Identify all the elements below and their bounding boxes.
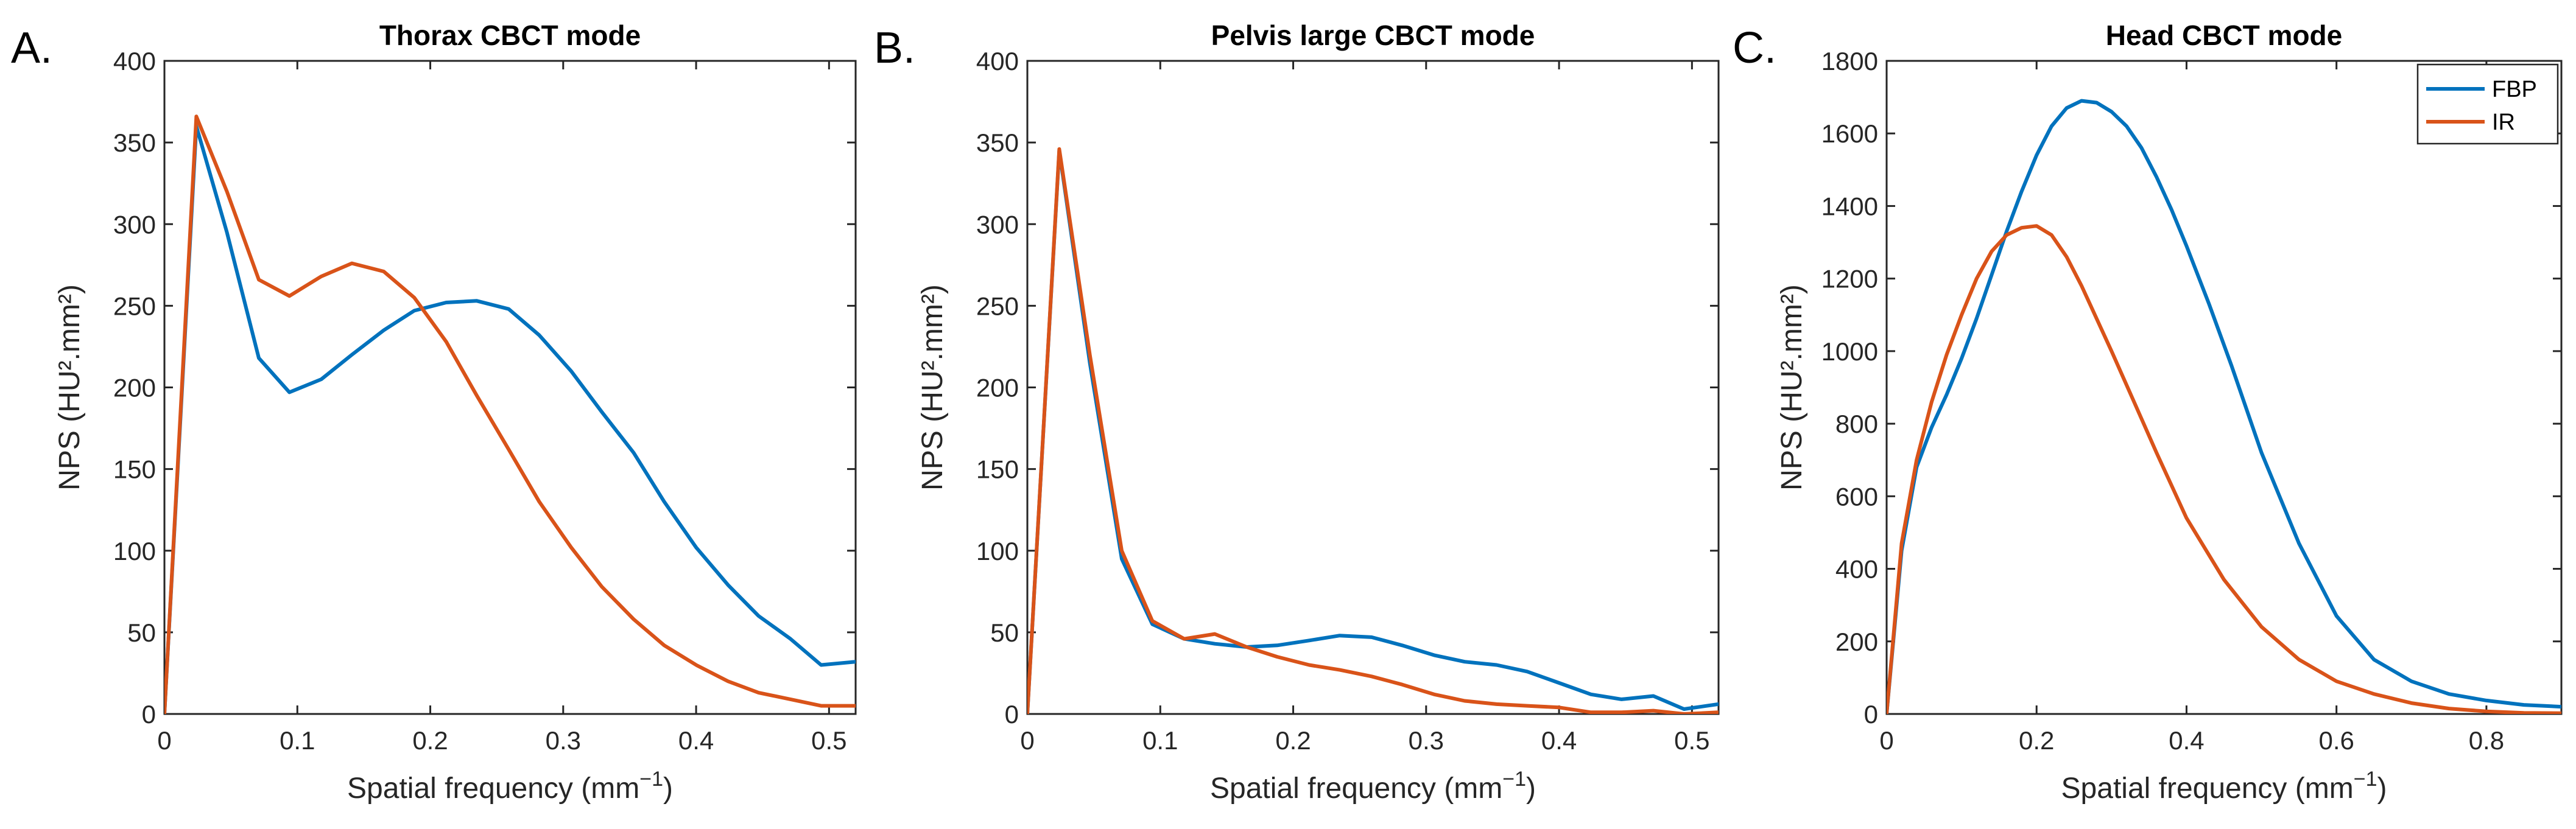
y-tick-label: 1400 [1821,192,1878,220]
panel-letter: B. [874,24,915,72]
x-tick-label: 0.5 [811,726,846,755]
x-tick-label: 0.4 [1541,726,1577,755]
x-axis-label-close: ) [663,772,673,805]
x-tick-label: 0 [1020,726,1034,755]
series-line-ir [1027,147,1719,714]
x-axis-label-exponent: −1 [639,768,663,791]
x-axis-label: Spatial frequency (mm−1) [1210,768,1536,805]
series-group [1887,99,2561,714]
x-axis-label-close: ) [1526,772,1536,805]
legend: FBP IR [2416,63,2559,145]
y-tick-label: 1600 [1821,119,1878,148]
x-tick-label: 0.1 [1142,726,1178,755]
x-tick-label: 0 [1879,726,1893,755]
x-axis-label-main: Spatial frequency (mm [2061,772,2354,805]
x-tick-label: 0.5 [1674,726,1709,755]
x-tick-label: 0 [157,726,171,755]
y-tick-label: 800 [1835,410,1878,438]
series-line-ir [1887,224,2561,714]
y-tick-label: 0 [1005,700,1019,729]
charts-root: A. Thorax CBCT mode 0 0.1 0.2 0.3 0.4 0.5 0 50 100… [11,19,2563,805]
series-group [164,114,856,714]
series-line-fbp [164,124,856,714]
y-tick-label: 50 [990,618,1019,647]
x-tick-label: 0.6 [2318,726,2354,755]
x-tick-label: 0.2 [2019,726,2054,755]
x-axis-label-main: Spatial frequency (mm [1210,772,1502,805]
y-tick-label: 100 [113,537,156,565]
y-tick-label: 200 [113,374,156,402]
y-tick-label: 200 [1835,628,1878,656]
x-axis-label: Spatial frequency (mm−1) [2061,768,2387,805]
y-tick-label: 600 [1835,482,1878,511]
x-tick-label: 0.1 [280,726,315,755]
x-tick-label: 0.2 [412,726,448,755]
y-tick-label: 300 [113,210,156,239]
y-tick-label: 250 [113,292,156,320]
x-axis-label-exponent: −1 [2354,768,2377,791]
y-tick-label: 300 [976,210,1019,239]
x-tick-label: 0.8 [2469,726,2504,755]
x-tick-label: 0.3 [546,726,581,755]
x-axis-label-main: Spatial frequency (mm [347,772,639,805]
x-axis-label-exponent: −1 [1502,768,1526,791]
y-tick-label: 1000 [1821,337,1878,366]
panel-letter: A. [11,24,52,72]
y-tick-label: 0 [142,700,156,729]
x-axis-label: Spatial frequency (mm−1) [347,768,673,805]
y-tick-label: 200 [976,374,1019,402]
plot-area [1885,60,2563,715]
y-tick-label: 150 [976,455,1019,484]
y-tick-label: 400 [1835,555,1878,584]
chart-title: Pelvis large CBCT mode [1211,19,1535,51]
chart-panel-2: C. Head CBCT mode 0 0.2 0.4 0.6 0.8 0 200 400 600 8… [1733,19,2563,805]
chart-title: Thorax CBCT mode [379,19,641,51]
y-tick-label: 1200 [1821,265,1878,293]
x-tick-label: 0.3 [1409,726,1444,755]
series-group [1027,147,1719,714]
y-tick-label: 50 [127,618,156,647]
series-line-ir [164,114,856,714]
x-axis-label-close: ) [2377,772,2387,805]
y-tick-label: 350 [976,128,1019,157]
x-tick-label: 0.4 [2169,726,2204,755]
legend-label-fbp: FBP [2492,77,2537,102]
y-axis-label: NPS (HU².mm²) [917,284,949,491]
panel-letter: C. [1733,24,1776,72]
series-line-fbp [1887,99,2561,714]
chart-panel-0: A. Thorax CBCT mode 0 0.1 0.2 0.3 0.4 0.5 0 50 100… [11,19,857,805]
x-tick-label: 0.2 [1275,726,1311,755]
y-tick-label: 350 [113,128,156,157]
y-tick-label: 0 [1864,700,1878,729]
x-tick-label: 0.4 [678,726,714,755]
legend-box [2416,63,2559,145]
plot-area [163,60,857,715]
y-tick-label: 150 [113,455,156,484]
plot-area [1026,60,1720,715]
y-tick-label: 100 [976,537,1019,565]
y-tick-label: 400 [976,47,1019,75]
chart-title: Head CBCT mode [2106,19,2342,51]
y-axis-label: NPS (HU².mm²) [54,284,86,491]
y-tick-label: 250 [976,292,1019,320]
chart-panel-1: B. Pelvis large CBCT mode 0 0.1 0.2 0.3 0.4 0.5… [874,19,1720,805]
y-tick-label: 1800 [1821,47,1878,75]
legend-label-ir: IR [2492,110,2515,135]
y-axis-label: NPS (HU².mm²) [1776,284,1808,491]
y-tick-label: 400 [113,47,156,75]
series-line-fbp [1027,149,1719,714]
